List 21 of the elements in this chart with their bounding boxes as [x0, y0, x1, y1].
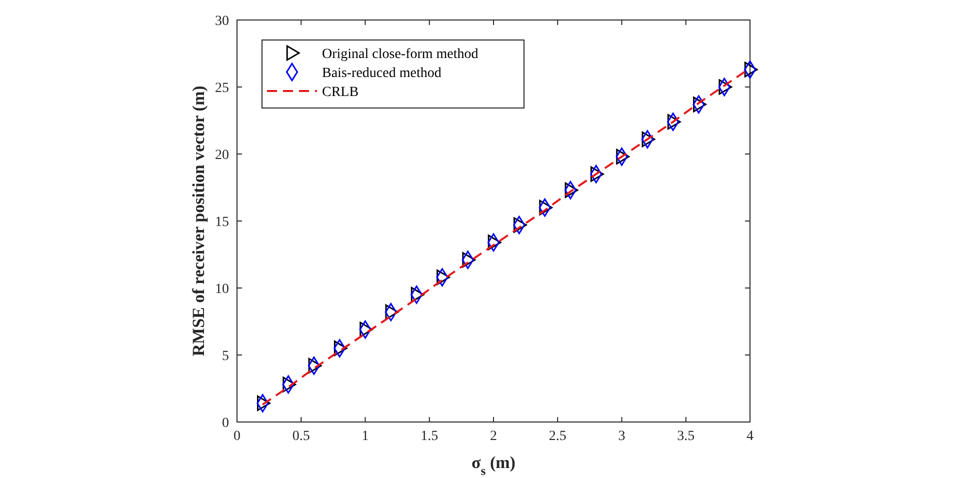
y-tick-label: 20 [215, 148, 229, 163]
legend-label: Original close-form method [322, 47, 478, 62]
y-tick-label: 15 [215, 215, 229, 230]
x-tick-label: 1.5 [420, 429, 438, 444]
x-tick-label: 4 [746, 429, 754, 444]
x-tick-label: 3.5 [677, 429, 695, 444]
legend-label: CRLB [322, 85, 359, 100]
x-tick-label: 3 [618, 429, 626, 444]
x-tick-label: 0.5 [292, 429, 310, 444]
x-axis-title: σ$_{s}$ (m) [472, 453, 516, 478]
y-tick-label: 5 [222, 349, 229, 364]
y-axis-title: RMSE of receiver position vector (m) [189, 86, 208, 356]
y-tick-label: 25 [215, 81, 229, 96]
y-tick-label: 30 [215, 14, 229, 29]
x-tick-label: 0 [234, 429, 240, 444]
x-tick-label: 1 [362, 429, 369, 444]
x-tick-label: 2 [490, 429, 497, 444]
y-tick-label: 10 [215, 282, 229, 297]
legend-label: Bais-reduced method [322, 66, 442, 81]
y-tick-label: 0 [222, 416, 229, 431]
x-tick-label: 2.5 [548, 429, 566, 444]
